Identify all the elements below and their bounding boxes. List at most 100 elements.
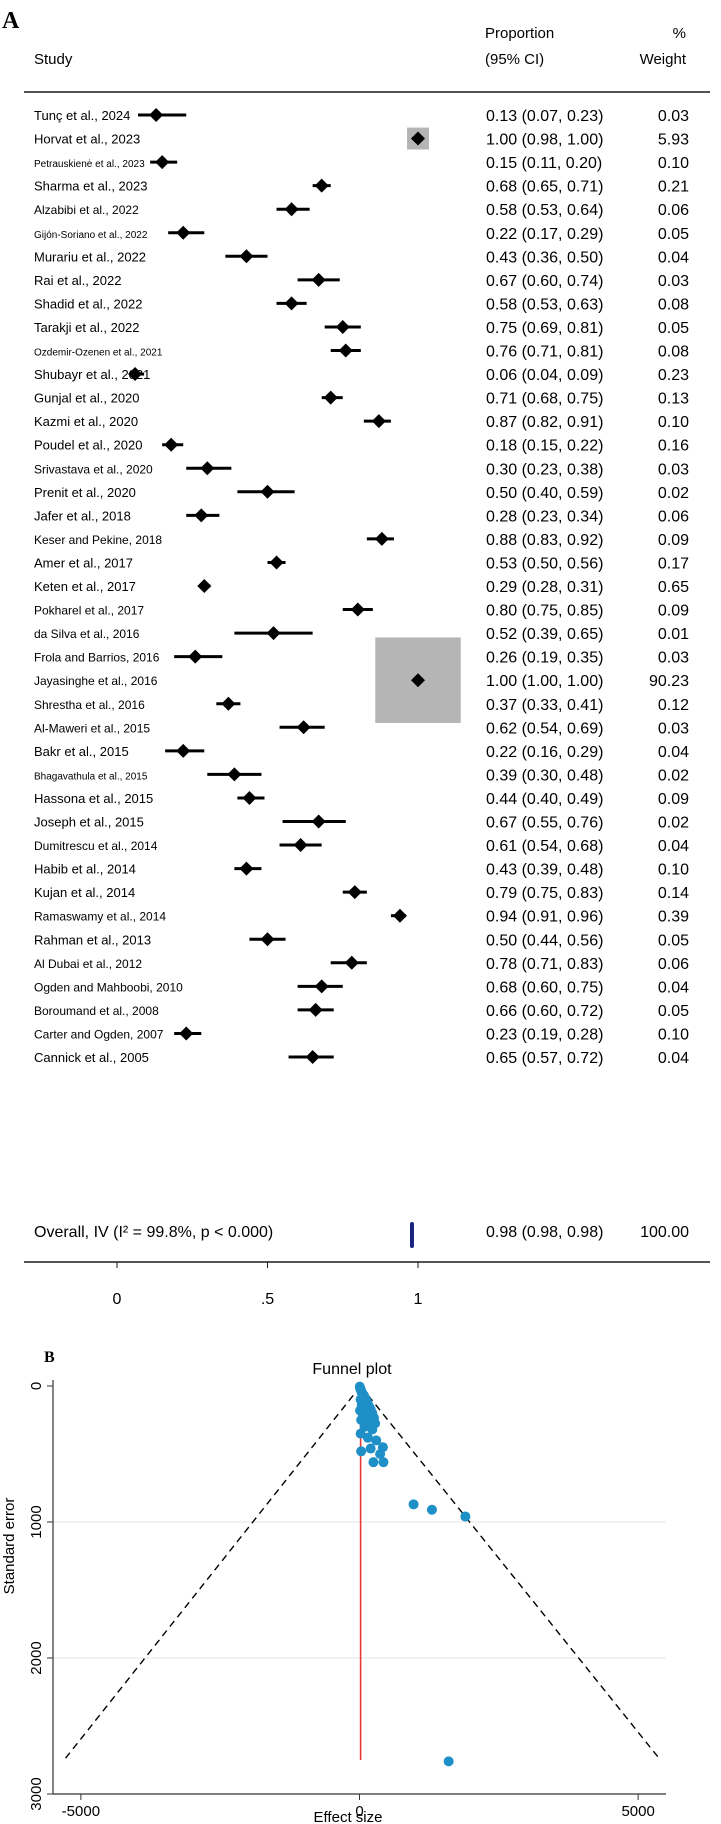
point-estimate-diamond bbox=[323, 390, 338, 405]
study-name: Murariu et al., 2022 bbox=[34, 249, 146, 264]
study-name: Petrauskienė et al., 2023 bbox=[34, 159, 145, 170]
ci-text: 0.78 (0.71, 0.83) bbox=[486, 956, 603, 973]
point-estimate-diamond bbox=[164, 437, 179, 452]
study-row: Rai et al., 2022 0.67 (0.60, 0.74) 0.03 bbox=[34, 272, 689, 290]
study-row: Poudel et al., 2020 0.18 (0.15, 0.22) 0.16 bbox=[34, 437, 689, 455]
weight-text: 0.04 bbox=[658, 838, 689, 855]
weight-text: 0.08 bbox=[658, 296, 689, 313]
weight-text: 0.10 bbox=[658, 1026, 689, 1043]
header-ci: (95% CI) bbox=[485, 51, 544, 68]
study-name: Ozdemir-Ozenen et al., 2021 bbox=[34, 348, 163, 359]
study-point bbox=[460, 1511, 471, 1522]
x-tick-label: 0 bbox=[355, 1803, 363, 1820]
study-name: Horvat et al., 2023 bbox=[34, 132, 140, 147]
study-point bbox=[375, 1449, 386, 1459]
point-estimate-diamond bbox=[266, 626, 281, 641]
ci-text: 0.43 (0.39, 0.48) bbox=[486, 862, 603, 879]
point-estimate-diamond bbox=[227, 767, 242, 782]
study-row: Carter and Ogden, 2007 0.23 (0.19, 0.28) 0… bbox=[34, 1026, 689, 1043]
ci-text: 0.67 (0.60, 0.74) bbox=[486, 273, 603, 290]
study-name: Srivastava et al., 2020 bbox=[34, 462, 153, 476]
funnel-plot: B Funnel plot 0 1000 2000 3000 -5000 0 5000 Ef… bbox=[1, 1349, 666, 1824]
weight-text: 0.09 bbox=[658, 791, 689, 808]
ci-text: 1.00 (1.00, 1.00) bbox=[486, 673, 603, 690]
ci-text: 0.43 (0.36, 0.50) bbox=[486, 249, 603, 266]
point-estimate-diamond bbox=[176, 225, 191, 240]
funnel-title: Funnel plot bbox=[312, 1361, 392, 1378]
ci-text: 0.61 (0.54, 0.68) bbox=[486, 838, 603, 855]
header-weight: Weight bbox=[640, 51, 687, 68]
weight-text: 0.10 bbox=[658, 155, 689, 172]
ci-text: 0.87 (0.82, 0.91) bbox=[486, 414, 603, 431]
study-row: Rahman et al., 2013 0.50 (0.44, 0.56) 0.05 bbox=[34, 932, 689, 949]
overall-label: Overall, IV (I² = 99.8%, p < 0.000) bbox=[34, 1224, 273, 1241]
weight-text: 0.02 bbox=[658, 767, 689, 784]
study-row: Jafer et al., 2018 0.28 (0.23, 0.34) 0.06 bbox=[34, 508, 689, 525]
study-name: Kazmi et al., 2020 bbox=[34, 414, 138, 429]
study-name: Bakr et al., 2015 bbox=[34, 744, 129, 759]
study-name: Joseph et al., 2015 bbox=[34, 815, 144, 830]
point-estimate-diamond bbox=[284, 296, 299, 311]
x-tick-label: -5000 bbox=[62, 1803, 100, 1820]
study-name: Al-Maweri et al., 2015 bbox=[34, 721, 150, 735]
overall-ci-text: 0.98 (0.98, 0.98) bbox=[486, 1224, 603, 1241]
point-estimate-diamond bbox=[239, 249, 254, 264]
study-row: Bhagavathula et al., 2015 0.39 (0.30, 0.4… bbox=[34, 767, 689, 784]
x-tick-label: 0 bbox=[113, 1291, 122, 1308]
weight-text: 0.17 bbox=[658, 555, 689, 572]
weight-text: 0.06 bbox=[658, 202, 689, 219]
y-tick-label: 0 bbox=[28, 1382, 45, 1390]
study-row: Horvat et al., 2023 1.00 (0.98, 1.00) 5.93 bbox=[34, 131, 689, 149]
study-name: Jayasinghe et al., 2016 bbox=[34, 674, 158, 688]
point-estimate-diamond bbox=[149, 108, 164, 122]
weight-text: 0.02 bbox=[658, 485, 689, 502]
panel-label-a: A bbox=[2, 8, 20, 34]
weight-text: 0.05 bbox=[658, 226, 689, 243]
y-tick-label: 1000 bbox=[28, 1505, 45, 1538]
study-row: Boroumand et al., 2008 0.66 (0.60, 0.72) 0… bbox=[34, 1002, 689, 1020]
ci-text: 0.18 (0.15, 0.22) bbox=[486, 438, 603, 455]
weight-text: 0.14 bbox=[658, 885, 689, 902]
point-estimate-diamond bbox=[179, 1026, 194, 1041]
ci-text: 0.22 (0.16, 0.29) bbox=[486, 744, 603, 761]
overall-row: Overall, IV (I² = 99.8%, p < 0.000) 0.98… bbox=[34, 1222, 689, 1248]
study-point bbox=[368, 1457, 379, 1468]
header-percent: % bbox=[673, 25, 686, 42]
study-row: Ogden and Mahboobi, 2010 0.68 (0.60, 0.75… bbox=[34, 979, 689, 996]
study-row: Tarakji et al., 2022 0.75 (0.69, 0.81) 0.0… bbox=[34, 319, 689, 337]
study-point bbox=[426, 1504, 437, 1515]
weight-text: 0.09 bbox=[658, 603, 689, 620]
funnel-y-label: Standard error bbox=[1, 1498, 18, 1595]
study-name: Cannick et al., 2005 bbox=[34, 1050, 149, 1065]
study-row: Frola and Barrios, 2016 0.26 (0.19, 0.35)… bbox=[34, 649, 689, 667]
ci-text: 0.71 (0.68, 0.75) bbox=[486, 391, 603, 408]
study-row: Tunç et al., 2024 0.13 (0.07, 0.23) 0.03 bbox=[34, 108, 689, 125]
ci-text: 0.06 (0.04, 0.09) bbox=[486, 367, 603, 384]
ci-text: 0.75 (0.69, 0.81) bbox=[486, 320, 603, 337]
ci-text: 0.28 (0.23, 0.34) bbox=[486, 508, 603, 525]
weight-text: 0.03 bbox=[658, 720, 689, 737]
study-row: Ozdemir-Ozenen et al., 2021 0.76 (0.71, 0… bbox=[34, 343, 689, 361]
study-rows: Tunç et al., 2024 0.13 (0.07, 0.23) 0.03 Ho… bbox=[34, 108, 689, 1067]
study-name: Gunjal et al., 2020 bbox=[34, 391, 140, 406]
study-point bbox=[367, 1424, 378, 1435]
y-tick-label: 3000 bbox=[28, 1777, 45, 1810]
study-name: da Silva et al., 2016 bbox=[34, 627, 140, 641]
ci-text: 0.58 (0.53, 0.63) bbox=[486, 296, 603, 313]
ci-text: 0.76 (0.71, 0.81) bbox=[486, 344, 603, 361]
point-estimate-diamond bbox=[293, 838, 308, 853]
header-study: Study bbox=[34, 51, 73, 68]
point-estimate-diamond bbox=[242, 790, 257, 805]
point-estimate-diamond bbox=[260, 484, 275, 499]
ci-text: 0.37 (0.33, 0.41) bbox=[486, 697, 603, 714]
point-estimate-diamond bbox=[284, 202, 299, 217]
point-estimate-diamond bbox=[221, 696, 236, 711]
funnel-points bbox=[354, 1381, 471, 1767]
study-name: Kujan et al., 2014 bbox=[34, 885, 135, 900]
funnel-lines bbox=[63, 1385, 661, 1761]
study-name: Hassona et al., 2015 bbox=[34, 791, 153, 806]
funnel-left-bound bbox=[63, 1385, 362, 1761]
study-point bbox=[355, 1428, 366, 1439]
study-row: Kujan et al., 2014 0.79 (0.75, 0.83) 0.14 bbox=[34, 885, 689, 902]
weight-text: 0.04 bbox=[658, 979, 689, 996]
